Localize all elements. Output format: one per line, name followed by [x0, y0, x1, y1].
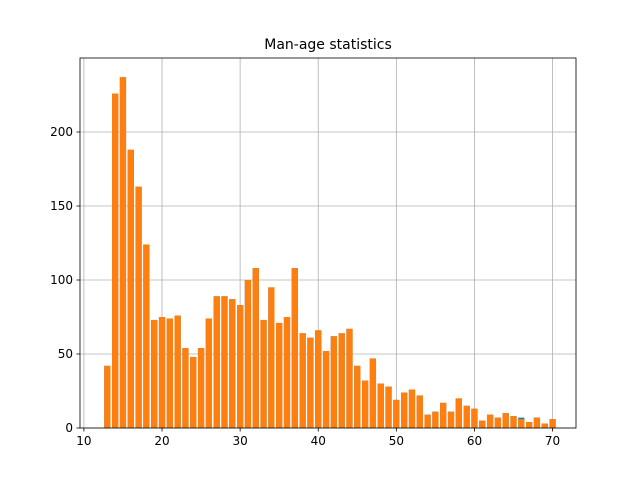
bar	[112, 93, 119, 429]
bar	[486, 414, 494, 428]
bar	[494, 417, 502, 428]
bar	[322, 351, 330, 428]
y-tick-label: 150	[50, 199, 73, 213]
bar	[158, 317, 166, 428]
bar	[174, 315, 181, 428]
bar	[252, 268, 259, 428]
bar	[244, 280, 252, 428]
bar	[401, 392, 408, 428]
bar	[104, 365, 111, 428]
bar	[338, 333, 345, 428]
y-tick-label: 50	[58, 347, 73, 361]
bar	[424, 414, 431, 428]
x-tick-label: 20	[154, 434, 169, 448]
bar	[260, 319, 267, 428]
bar	[307, 337, 314, 428]
y-tick-label: 200	[50, 125, 73, 139]
bar	[518, 419, 525, 428]
bar	[276, 322, 283, 428]
bar	[510, 416, 517, 428]
bars	[104, 77, 556, 429]
bar	[268, 287, 275, 428]
bar	[119, 77, 127, 429]
bar	[432, 411, 439, 428]
bar	[221, 296, 228, 428]
bar	[354, 365, 361, 428]
bar	[299, 333, 306, 428]
bar	[291, 268, 298, 428]
y-axis-ticks: 0 50 100 150 200	[50, 125, 80, 435]
x-tick-label: 60	[467, 434, 482, 448]
bar	[549, 419, 556, 428]
bar	[541, 423, 548, 428]
x-tick-label: 70	[545, 434, 560, 448]
bar	[127, 149, 134, 428]
bar	[369, 358, 377, 428]
bar	[440, 402, 447, 428]
x-axis-ticks: 10 20 30 40 50 60 70	[76, 428, 560, 448]
bar	[385, 386, 392, 428]
bar	[213, 296, 220, 428]
bar	[190, 356, 197, 428]
y-tick-label: 0	[65, 421, 73, 435]
x-tick-label: 10	[76, 434, 91, 448]
bar	[229, 299, 236, 428]
bar	[377, 383, 384, 428]
x-tick-label: 50	[389, 434, 404, 448]
bar	[151, 319, 158, 428]
bar	[463, 405, 470, 428]
bar	[408, 389, 416, 428]
bar	[143, 244, 150, 428]
bar	[393, 399, 400, 428]
bar	[479, 420, 486, 428]
bar	[447, 411, 455, 428]
bar	[533, 417, 541, 428]
y-tick-label: 100	[50, 273, 73, 287]
bar	[283, 317, 291, 428]
bar	[416, 395, 423, 428]
axes	[79, 57, 577, 429]
bar	[330, 336, 337, 428]
bar	[315, 330, 322, 428]
bar	[197, 348, 205, 428]
x-tick-label: 40	[311, 434, 326, 448]
bar	[471, 408, 478, 428]
bar	[135, 186, 142, 428]
plot-frame	[79, 57, 577, 429]
bar	[361, 380, 369, 428]
bar	[526, 422, 533, 428]
bar	[237, 305, 244, 428]
bar	[502, 413, 509, 428]
chart-title: Man-age statistics	[264, 37, 392, 53]
bar	[182, 348, 189, 428]
bar	[205, 318, 213, 428]
x-tick-label: 30	[232, 434, 247, 448]
bar	[455, 398, 462, 428]
bar	[346, 328, 353, 428]
bar	[166, 318, 173, 428]
